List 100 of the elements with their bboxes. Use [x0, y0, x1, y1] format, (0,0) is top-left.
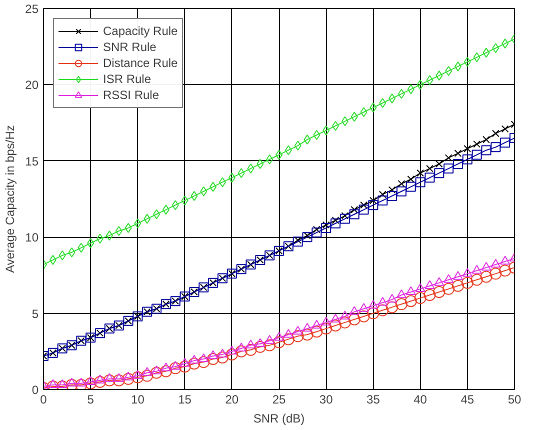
- point: [313, 226, 320, 234]
- point: [226, 346, 237, 354]
- point: [472, 264, 482, 274]
- point: [426, 75, 434, 86]
- point: [94, 376, 106, 388]
- point: [481, 262, 492, 271]
- point: [49, 254, 56, 265]
- point: [244, 344, 257, 356]
- point: [322, 125, 330, 136]
- point: [473, 52, 480, 62]
- point: [358, 310, 370, 322]
- point: [313, 130, 320, 140]
- point: [247, 164, 254, 174]
- point: [312, 228, 322, 238]
- point: [304, 232, 311, 240]
- point: [190, 190, 198, 201]
- point: [464, 56, 471, 67]
- point: [370, 196, 377, 204]
- point: [330, 218, 341, 228]
- point: [480, 270, 492, 283]
- point: [103, 374, 116, 386]
- point: [178, 360, 191, 373]
- point: [301, 328, 314, 341]
- point: [198, 356, 210, 368]
- point: [141, 370, 154, 382]
- point: [292, 330, 304, 342]
- point: [490, 142, 501, 152]
- point: [435, 160, 443, 168]
- point: [321, 316, 332, 326]
- point: [153, 209, 160, 220]
- point: [95, 374, 106, 384]
- point: [302, 232, 312, 242]
- point: [462, 154, 472, 164]
- point: [274, 332, 284, 341]
- point: [238, 168, 245, 178]
- point: [304, 134, 311, 145]
- point: [424, 172, 435, 183]
- point: [66, 378, 78, 390]
- y-tick-label: 10: [25, 230, 39, 245]
- point: [388, 93, 396, 104]
- point: [218, 177, 226, 188]
- point: [414, 292, 426, 304]
- point: [160, 365, 172, 378]
- point: [312, 320, 322, 329]
- point: [273, 336, 285, 348]
- point: [112, 374, 125, 386]
- point: [472, 150, 482, 160]
- point: [482, 48, 490, 58]
- point: [415, 283, 426, 292]
- point: [434, 168, 444, 178]
- point: [322, 221, 330, 229]
- point: [376, 304, 389, 316]
- point: [358, 204, 369, 215]
- point: [122, 372, 134, 385]
- legend-label: Capacity Rule: [103, 23, 178, 39]
- x-tick-label: 30: [319, 392, 334, 406]
- point: [370, 102, 377, 113]
- point: [332, 120, 340, 131]
- point: [395, 298, 408, 310]
- point: [433, 286, 446, 298]
- point: [58, 250, 66, 260]
- point: [66, 378, 77, 386]
- legend-label: ISR Rule: [103, 71, 152, 87]
- y-tick-label: 0: [32, 383, 39, 397]
- point: [454, 61, 462, 72]
- point: [481, 145, 492, 156]
- point: [378, 190, 386, 198]
- point: [398, 180, 406, 188]
- point: [396, 186, 406, 196]
- point: [452, 158, 463, 169]
- point: [292, 236, 303, 247]
- point: [378, 196, 388, 206]
- point: [264, 339, 276, 352]
- point: [188, 358, 200, 370]
- point: [152, 366, 162, 374]
- point: [217, 348, 228, 358]
- point: [396, 289, 406, 298]
- point: [228, 172, 236, 183]
- x-tick-label: 5: [87, 392, 94, 406]
- point: [445, 66, 452, 76]
- point: [500, 138, 510, 148]
- point: [424, 280, 435, 289]
- point: [492, 130, 500, 138]
- point: [338, 316, 351, 328]
- point: [68, 247, 76, 258]
- point: [246, 340, 256, 348]
- point: [387, 190, 398, 201]
- point: [426, 164, 434, 172]
- point: [350, 112, 358, 122]
- point: [470, 274, 483, 286]
- point: [226, 348, 238, 360]
- point: [170, 360, 180, 370]
- point: [416, 80, 424, 90]
- point: [444, 274, 454, 283]
- point: [144, 214, 151, 224]
- point: [172, 200, 179, 210]
- point: [368, 200, 378, 210]
- x-tick-label: 25: [272, 392, 286, 406]
- point: [150, 366, 163, 379]
- point: [210, 182, 217, 192]
